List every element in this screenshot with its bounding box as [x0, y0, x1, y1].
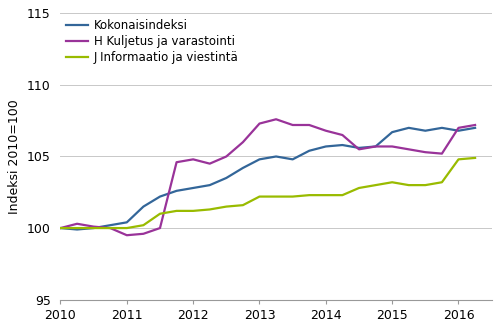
Kokonaisindeksi: [306, 149, 312, 153]
J Informaatio ja viestintä: [323, 193, 329, 197]
J Informaatio ja viestintä: [306, 193, 312, 197]
J Informaatio ja viestintä: [224, 205, 230, 209]
H Kuljetus ja varastointi: [157, 226, 163, 230]
H Kuljetus ja varastointi: [124, 233, 130, 237]
Line: J Informaatio ja viestintä: J Informaatio ja viestintä: [60, 158, 475, 228]
J Informaatio ja viestintä: [356, 186, 362, 190]
Kokonaisindeksi: [124, 220, 130, 224]
Kokonaisindeksi: [90, 226, 96, 230]
H Kuljetus ja varastointi: [273, 117, 279, 121]
J Informaatio ja viestintä: [58, 226, 64, 230]
H Kuljetus ja varastointi: [340, 133, 345, 137]
H Kuljetus ja varastointi: [74, 222, 80, 226]
Kokonaisindeksi: [256, 157, 262, 161]
Kokonaisindeksi: [224, 176, 230, 180]
J Informaatio ja viestintä: [472, 156, 478, 160]
Kokonaisindeksi: [107, 223, 113, 227]
H Kuljetus ja varastointi: [174, 160, 180, 164]
Kokonaisindeksi: [372, 145, 378, 148]
H Kuljetus ja varastointi: [90, 225, 96, 229]
J Informaatio ja viestintä: [190, 209, 196, 213]
J Informaatio ja viestintä: [124, 226, 130, 230]
H Kuljetus ja varastointi: [58, 226, 64, 230]
H Kuljetus ja varastointi: [472, 123, 478, 127]
H Kuljetus ja varastointi: [306, 123, 312, 127]
H Kuljetus ja varastointi: [372, 145, 378, 148]
H Kuljetus ja varastointi: [240, 140, 246, 144]
H Kuljetus ja varastointi: [456, 126, 462, 130]
J Informaatio ja viestintä: [290, 195, 296, 199]
J Informaatio ja viestintä: [389, 180, 395, 184]
Kokonaisindeksi: [206, 183, 212, 187]
J Informaatio ja viestintä: [240, 203, 246, 207]
H Kuljetus ja varastointi: [140, 232, 146, 236]
Kokonaisindeksi: [140, 205, 146, 209]
J Informaatio ja viestintä: [256, 195, 262, 199]
Kokonaisindeksi: [174, 189, 180, 193]
Kokonaisindeksi: [290, 157, 296, 161]
Kokonaisindeksi: [323, 145, 329, 148]
Kokonaisindeksi: [240, 166, 246, 170]
Line: H Kuljetus ja varastointi: H Kuljetus ja varastointi: [60, 119, 475, 235]
Kokonaisindeksi: [439, 126, 445, 130]
J Informaatio ja viestintä: [90, 226, 96, 230]
Kokonaisindeksi: [58, 226, 64, 230]
J Informaatio ja viestintä: [206, 208, 212, 212]
H Kuljetus ja varastointi: [290, 123, 296, 127]
Kokonaisindeksi: [472, 126, 478, 130]
J Informaatio ja viestintä: [140, 223, 146, 227]
Kokonaisindeksi: [356, 146, 362, 150]
J Informaatio ja viestintä: [340, 193, 345, 197]
Line: Kokonaisindeksi: Kokonaisindeksi: [60, 128, 475, 229]
Kokonaisindeksi: [456, 129, 462, 133]
H Kuljetus ja varastointi: [256, 121, 262, 125]
H Kuljetus ja varastointi: [323, 129, 329, 133]
H Kuljetus ja varastointi: [439, 152, 445, 156]
Kokonaisindeksi: [190, 186, 196, 190]
J Informaatio ja viestintä: [406, 183, 411, 187]
Kokonaisindeksi: [157, 195, 163, 199]
J Informaatio ja viestintä: [157, 212, 163, 216]
Kokonaisindeksi: [389, 130, 395, 134]
Kokonaisindeksi: [406, 126, 411, 130]
H Kuljetus ja varastointi: [107, 226, 113, 230]
J Informaatio ja viestintä: [422, 183, 428, 187]
J Informaatio ja viestintä: [439, 180, 445, 184]
J Informaatio ja viestintä: [372, 183, 378, 187]
H Kuljetus ja varastointi: [356, 148, 362, 151]
Kokonaisindeksi: [74, 227, 80, 231]
Kokonaisindeksi: [422, 129, 428, 133]
J Informaatio ja viestintä: [273, 195, 279, 199]
H Kuljetus ja varastointi: [406, 148, 411, 151]
Kokonaisindeksi: [340, 143, 345, 147]
J Informaatio ja viestintä: [107, 226, 113, 230]
H Kuljetus ja varastointi: [224, 154, 230, 158]
H Kuljetus ja varastointi: [389, 145, 395, 148]
H Kuljetus ja varastointi: [206, 162, 212, 166]
J Informaatio ja viestintä: [174, 209, 180, 213]
Y-axis label: Indeksi 2010=100: Indeksi 2010=100: [8, 99, 22, 214]
Legend: Kokonaisindeksi, H Kuljetus ja varastointi, J Informaatio ja viestintä: Kokonaisindeksi, H Kuljetus ja varastoin…: [64, 17, 240, 67]
H Kuljetus ja varastointi: [422, 150, 428, 154]
H Kuljetus ja varastointi: [190, 157, 196, 161]
Kokonaisindeksi: [273, 154, 279, 158]
J Informaatio ja viestintä: [456, 157, 462, 161]
J Informaatio ja viestintä: [74, 226, 80, 230]
